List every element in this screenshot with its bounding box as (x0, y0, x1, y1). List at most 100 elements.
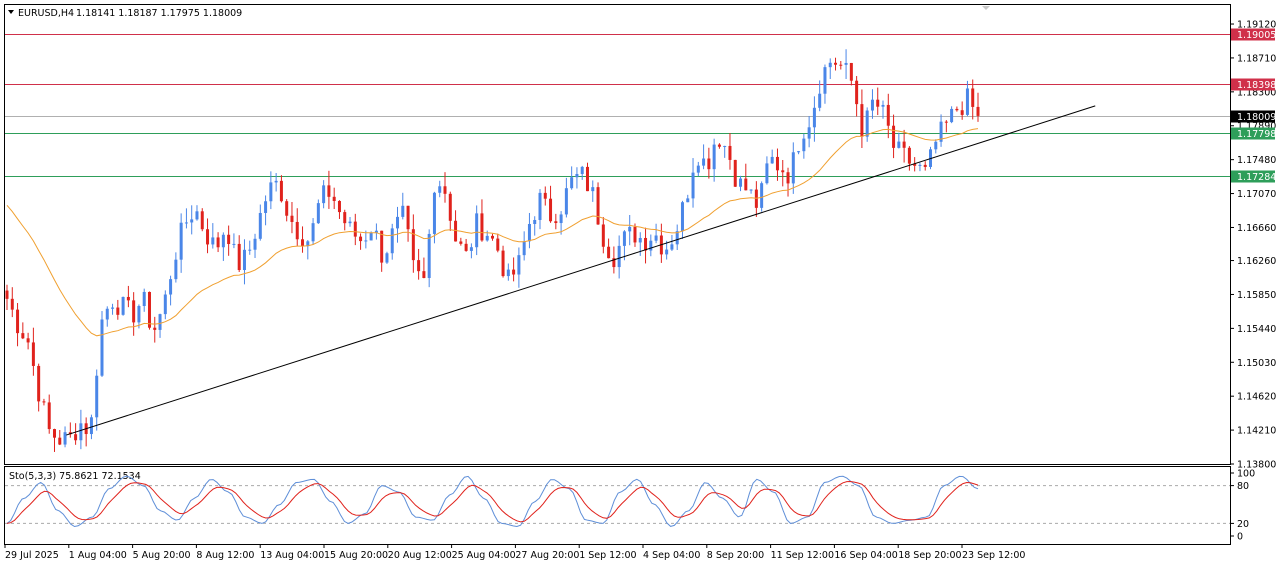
candle-bear (717, 144, 721, 147)
candle-bull (570, 177, 574, 189)
candle-bull (580, 166, 584, 174)
time-tick-label: 23 Sep 12:00 (962, 550, 1025, 561)
candle-bull (401, 205, 405, 217)
candle-bull (527, 223, 531, 242)
oscillator-tick-label: 20 (1237, 519, 1249, 530)
candle-bear (448, 193, 452, 221)
candle-bull (374, 230, 378, 233)
price-tick-label: 1.14210 (1237, 426, 1276, 437)
stochastic-signal-line (6, 480, 979, 524)
candle-bull (221, 234, 225, 248)
price-tick-label: 1.15030 (1237, 358, 1276, 369)
candle-bear (944, 121, 948, 123)
candle-bear (337, 200, 341, 213)
level-tag-label: 1.17798 (1237, 129, 1276, 140)
price-tick-label: 1.18300 (1237, 87, 1276, 98)
candle-bull (812, 107, 816, 128)
candle-bear (596, 187, 600, 225)
candle-bull (469, 247, 473, 251)
price-tick-label: 1.16260 (1237, 256, 1276, 267)
candle-bear (147, 291, 151, 328)
candle-bear (633, 226, 637, 243)
trendline[interactable] (66, 105, 1096, 436)
oscillator-panel-frame (4, 466, 1231, 545)
candle-bear (464, 243, 468, 251)
candle-bull (364, 240, 368, 242)
candle-bull (950, 108, 954, 123)
candle-bear (913, 163, 917, 166)
candle-bear (132, 300, 136, 323)
candle-bull (163, 294, 167, 315)
candle-bull (89, 417, 93, 435)
candle-bear (549, 198, 553, 222)
moving-average-line (6, 128, 979, 337)
candle-bull (79, 423, 83, 441)
time-tick-label: 25 Aug 04:00 (452, 550, 516, 561)
time-tick-label: 15 Aug 20:00 (324, 550, 388, 561)
time-tick-label: 1 Aug 04:00 (69, 550, 127, 561)
candle-bull (174, 259, 178, 280)
level-tag-bg (1231, 78, 1275, 91)
candle-bull (306, 241, 310, 247)
candle-bull (770, 156, 774, 164)
candle-bull (712, 144, 716, 170)
candle-bull (828, 62, 832, 68)
candle-bear (733, 159, 737, 187)
candle-bear (585, 166, 589, 192)
candle-bear (644, 237, 648, 251)
price-levels (5, 34, 1230, 177)
candle-bull (897, 141, 901, 148)
candle-bear (512, 269, 516, 275)
candle-bear (332, 196, 336, 201)
time-tick-label: 16 Sep 04:00 (834, 550, 897, 561)
candle-bull (258, 212, 262, 239)
candle-bear (744, 178, 748, 191)
candle-bear (422, 271, 426, 278)
candle-bear (68, 432, 72, 435)
candle-bear (976, 106, 980, 116)
candle-bear (971, 88, 975, 107)
price-tick-label: 1.17890 (1237, 121, 1276, 132)
candle-bull (591, 187, 595, 192)
candle-bull (232, 243, 236, 245)
candle-bear (417, 260, 421, 272)
candle-bear (216, 237, 220, 248)
candle-bear (47, 402, 51, 430)
chevron-down-icon[interactable] (8, 10, 14, 14)
level-tag-label: 1.18009 (1237, 112, 1276, 123)
candle-bear (37, 365, 41, 402)
candle-bear (237, 243, 241, 271)
scroll-marker-icon (982, 6, 990, 10)
candle-bull (702, 158, 706, 166)
time-tick-label: 13 Aug 04:00 (260, 550, 324, 561)
candle-bull (934, 141, 938, 150)
candle-bear (301, 239, 305, 247)
candle-bull (749, 189, 753, 191)
candle-bear (876, 99, 880, 107)
price-tick-label: 1.15850 (1237, 290, 1276, 301)
candle-bull (121, 296, 125, 315)
price-tick-label: 1.16660 (1237, 223, 1276, 234)
price-tick-label: 1.15440 (1237, 324, 1276, 335)
candle-bear (10, 298, 14, 310)
level-tag-label: 1.19005 (1237, 30, 1276, 41)
candle-bear (707, 158, 711, 170)
level-tag-label: 1.18398 (1237, 80, 1276, 91)
candle-bull (348, 221, 352, 224)
candle-bear (454, 220, 458, 242)
candle-bear (42, 401, 46, 403)
candle-bear (58, 437, 62, 445)
candle-bull (818, 93, 822, 108)
time-tick-label: 29 Jul 2025 (5, 550, 59, 561)
candle-bull (506, 269, 510, 277)
candle-bull (427, 233, 431, 278)
candle-bear (21, 333, 25, 339)
candle-bull (797, 151, 801, 153)
candle-bull (248, 249, 252, 251)
candle-bear (52, 429, 56, 438)
candle-bear (955, 108, 959, 111)
stochastic-main-line (6, 475, 979, 528)
candle-bull (649, 240, 653, 251)
candle-bull (142, 291, 146, 307)
